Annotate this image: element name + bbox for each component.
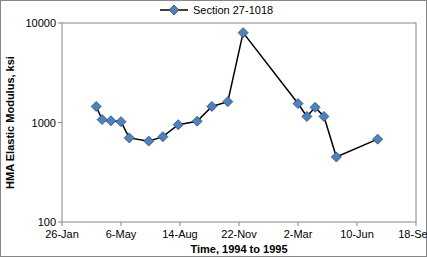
data-point [158,132,168,142]
data-point [293,99,303,109]
y-tick-label: 10000 [25,17,56,29]
x-tick-label: 6-May [106,228,137,240]
y-tick [58,23,62,24]
data-point [373,134,383,144]
x-tick [357,222,358,226]
plot-frame [62,23,416,222]
x-tick [416,222,417,226]
x-tick-label: 14-Aug [162,228,197,240]
chart-border [1,1,427,257]
data-point [302,111,312,121]
data-point [106,116,116,126]
data-point [116,117,126,127]
data-point [97,115,107,125]
y-tick [58,222,62,223]
y-tick-label: 100 [38,216,56,228]
x-tick-label: 22-Nov [221,228,257,240]
data-point [91,101,101,111]
x-tick [239,222,240,226]
chart-svg: 100 1000 10000 26-Jan 6-May 14-Aug 22-Nov 2-Mar… [0,0,427,257]
plot-area [91,28,382,162]
x-axis-title: Time, 1994 to 1995 [190,243,287,255]
series-line [96,33,377,157]
x-tick-label: 18-Sep [398,228,427,240]
x-tick [121,222,122,226]
x-tick [180,222,181,226]
chart-container: 100 1000 10000 26-Jan 6-May 14-Aug 22-Nov 2-Mar… [0,0,427,257]
y-axis-title: HMA Elastic Modulus, ksi [4,56,16,189]
data-point [207,101,217,111]
legend-label: Section 27-1018 [193,4,273,16]
data-point [124,133,134,143]
x-tick-label: 2-Mar [284,228,313,240]
data-point [310,102,320,112]
y-tick-label: 1000 [32,117,56,129]
data-point [192,116,202,126]
x-tick [298,222,299,226]
legend-marker [169,5,179,15]
x-tick [62,222,63,226]
x-tick-label: 10-Jun [340,228,374,240]
data-point [173,120,183,130]
data-point [238,28,248,38]
x-tick-label: 26-Jan [45,228,79,240]
data-point [331,152,341,162]
y-tick [58,122,62,123]
data-point [144,136,154,146]
data-point [319,111,329,121]
data-point [223,97,233,107]
